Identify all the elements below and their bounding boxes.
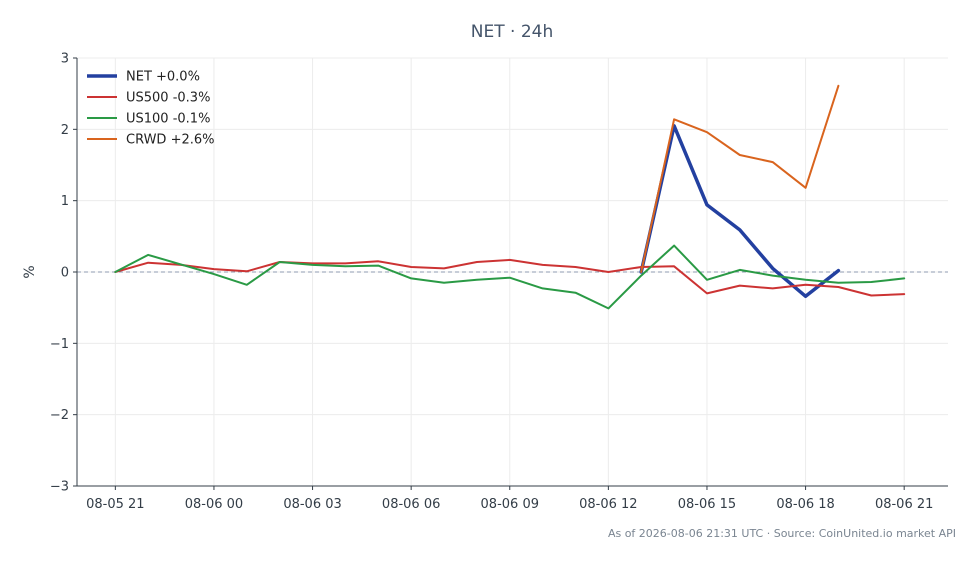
x-tick-label: 08-06 00 <box>185 497 243 512</box>
y-axis-label: % <box>22 265 38 278</box>
y-tick-label: 1 <box>61 194 69 209</box>
legend-label: US500 -0.3% <box>126 91 210 106</box>
x-tick-label: 08-06 21 <box>875 497 933 512</box>
axes: 3 2 1 0 −1 −2 −3 08-05 21 08-06 00 08-06 03 08-06 … <box>50 52 948 512</box>
chart-title: NET · 24h <box>471 22 553 42</box>
series-line-2 <box>114 244 906 310</box>
x-tick-label: 08-06 12 <box>579 497 637 512</box>
legend-label: CRWD +2.6% <box>126 133 215 148</box>
y-tick-label: −3 <box>50 480 69 495</box>
x-tick-label: 08-06 03 <box>283 497 341 512</box>
x-tick-label: 08-06 06 <box>382 497 440 512</box>
y-tick-label: −1 <box>50 337 69 352</box>
x-tick-label: 08-06 18 <box>776 497 834 512</box>
series-line-0 <box>639 124 841 299</box>
x-tick-label: 08-05 21 <box>86 497 144 512</box>
y-tick-label: 2 <box>61 123 69 138</box>
series-line-3 <box>640 84 840 273</box>
y-tick-label: 0 <box>61 266 69 281</box>
y-tick-label: −2 <box>50 408 69 423</box>
source-footer: As of 2026-08-06 21:31 UTC · Source: Coi… <box>608 527 956 540</box>
series-lines <box>114 84 906 310</box>
x-tick-label: 08-06 09 <box>481 497 539 512</box>
x-tick-label: 08-06 15 <box>678 497 736 512</box>
y-tick-label: 3 <box>61 52 69 67</box>
legend: NET +0.0% US500 -0.3% US100 -0.1% CRWD +2.6… <box>87 70 215 148</box>
legend-label: US100 -0.1% <box>126 112 210 127</box>
series-line-1 <box>114 258 906 297</box>
legend-label: NET +0.0% <box>126 70 200 85</box>
